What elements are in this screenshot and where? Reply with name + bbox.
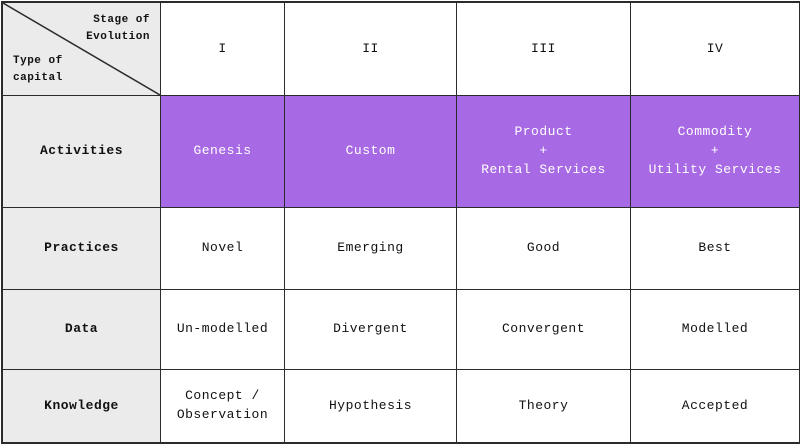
stage-header-2: II xyxy=(285,3,457,96)
corner-header-cell: Stage of Evolution Type of capital xyxy=(3,3,161,96)
row-label-activities: Activities xyxy=(3,96,161,208)
row-label-knowledge: Knowledge xyxy=(3,370,161,442)
row-label-practices: Practices xyxy=(3,208,161,290)
cell-data-stage-2: Divergent xyxy=(285,290,457,370)
cell-data-stage-4: Modelled xyxy=(631,290,799,370)
cell-activities-stage-2: Custom xyxy=(285,96,457,208)
cell-knowledge-stage-1: Concept / Observation xyxy=(161,370,285,442)
cell-data-stage-3: Convergent xyxy=(457,290,631,370)
stage-header-1: I xyxy=(161,3,285,96)
cell-data-stage-1: Un-modelled xyxy=(161,290,285,370)
cell-activities-stage-1: Genesis xyxy=(161,96,285,208)
cell-knowledge-stage-2: Hypothesis xyxy=(285,370,457,442)
corner-label-stage-of-evolution: Stage of Evolution xyxy=(86,14,150,43)
stage-header-3: III xyxy=(457,3,631,96)
cell-practices-stage-1: Novel xyxy=(161,208,285,290)
cell-practices-stage-2: Emerging xyxy=(285,208,457,290)
cell-knowledge-stage-4: Accepted xyxy=(681,397,749,413)
row-label-data: Data xyxy=(3,290,161,370)
corner-label-type-of-capital: Type of capital xyxy=(13,55,63,84)
cell-knowledge-stage-3: Theory xyxy=(457,370,631,442)
cell-activities-stage-4: Commodity + Utility Services xyxy=(631,96,799,208)
cell-activities-stage-3: Product + Rental Services xyxy=(457,96,631,208)
cell-practices-stage-4: Best xyxy=(631,208,799,290)
diagonal-divider-line xyxy=(3,3,160,95)
stage-header-4: IV xyxy=(631,3,799,96)
cell-practices-stage-3: Good xyxy=(457,208,631,290)
